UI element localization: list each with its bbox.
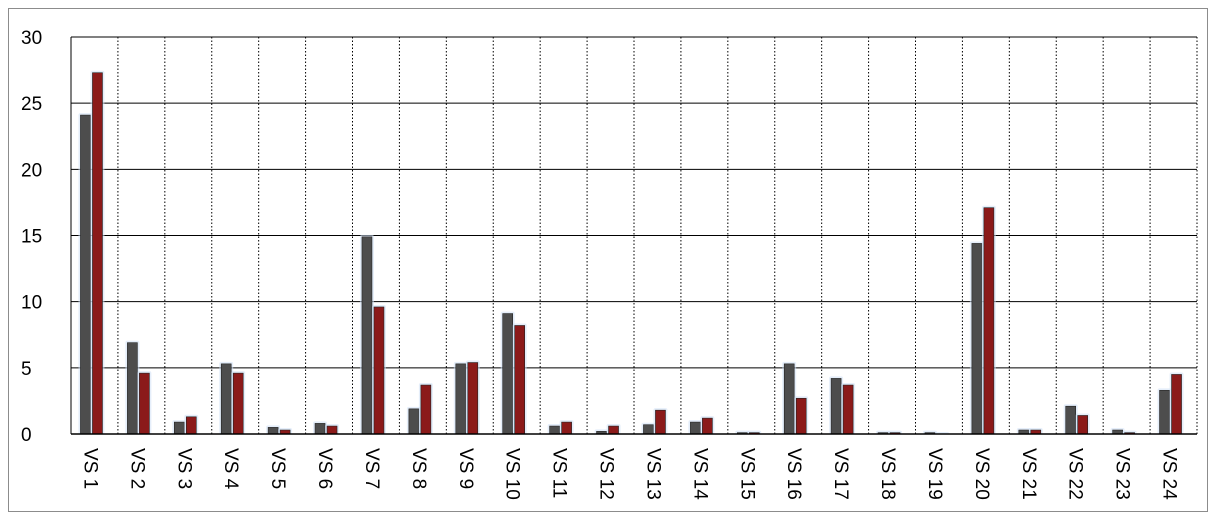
bars-layer: [78, 70, 1184, 435]
bar: [643, 424, 654, 435]
x-tick-label: VS 18: [877, 448, 898, 500]
x-tick-label: VS 16: [783, 448, 804, 500]
bar: [173, 421, 185, 435]
bar: [561, 421, 572, 435]
y-tick-label: 15: [21, 227, 42, 248]
bar: [795, 397, 807, 435]
bar: [220, 363, 232, 435]
y-tick-label: 10: [21, 293, 42, 314]
x-tick-labels: VS 1 VS 2 VS 3 VS 4 VS 5 VS 6 VS 7 VS 8 VS 9 VS 1…: [79, 448, 1179, 500]
y-tick-label: 30: [21, 28, 42, 49]
x-tick-label: VS 1: [79, 448, 100, 489]
x-tick-label: VS 5: [267, 448, 288, 489]
x-tick-label: VS 2: [126, 448, 147, 489]
bar: [830, 378, 842, 435]
bar: [608, 425, 619, 435]
bar: [139, 372, 150, 435]
bar: [690, 421, 701, 435]
bar: [983, 207, 995, 435]
y-tick-label: 5: [21, 359, 32, 380]
y-tick-label: 0: [21, 425, 32, 446]
bar: [361, 236, 373, 435]
bar: [971, 243, 983, 435]
bar: [314, 423, 326, 435]
bar: [185, 416, 197, 435]
bar: [127, 342, 138, 435]
grid-layer: [71, 36, 1198, 434]
x-tick-label: VS 22: [1065, 448, 1086, 500]
x-tick-label: VS 20: [971, 448, 992, 500]
bar: [549, 425, 560, 435]
bar: [267, 427, 279, 435]
bar: [702, 417, 713, 435]
x-tick-label: VS 14: [689, 448, 710, 500]
bar: [455, 363, 467, 435]
y-tick-label: 25: [21, 94, 42, 115]
axis-layer: [70, 37, 1197, 435]
chart-frame: 0 5 10 15 20 25 30 VS 1 VS 2 VS 3 VS 4 VS 5 VS 6 VS …: [8, 8, 1208, 512]
bar: [326, 425, 338, 435]
x-tick-label: VS 11: [549, 448, 570, 498]
bar: [1159, 390, 1170, 435]
bar: [783, 363, 795, 435]
x-tick-label: VS 6: [314, 448, 335, 489]
x-tick-label: VS 21: [1018, 448, 1039, 500]
bar: [232, 372, 244, 435]
bar: [1077, 415, 1089, 435]
x-tick-label: VS 15: [736, 448, 757, 500]
bar: [80, 114, 91, 435]
x-tick-label: VS 13: [642, 448, 663, 500]
y-tick-label: 20: [21, 160, 42, 181]
x-tick-label: VS 12: [596, 448, 617, 500]
bar: [1171, 374, 1182, 435]
x-tick-label: VS 7: [361, 448, 382, 489]
x-tick-label: VS 9: [455, 448, 476, 489]
bar: [1065, 405, 1077, 435]
x-tick-label: VS 10: [502, 448, 523, 500]
bar: [467, 362, 479, 435]
x-tick-label: VS 17: [830, 448, 851, 500]
bar: [408, 408, 420, 435]
x-tick-label: VS 8: [408, 448, 429, 489]
bar: [842, 384, 854, 435]
x-tick-label: VS 19: [924, 448, 945, 500]
x-tick-label: VS 4: [220, 448, 241, 490]
bar: [373, 306, 385, 435]
bar: [655, 409, 666, 435]
bar: [514, 325, 526, 435]
x-tick-label: VS 23: [1112, 448, 1133, 500]
y-tick-labels: 0 5 10 15 20 25 30: [21, 28, 42, 446]
bar: [502, 313, 514, 435]
bar: [420, 384, 432, 435]
x-tick-label: VS 3: [173, 448, 194, 489]
bar: [92, 72, 103, 435]
x-tick-label: VS 24: [1159, 448, 1180, 500]
